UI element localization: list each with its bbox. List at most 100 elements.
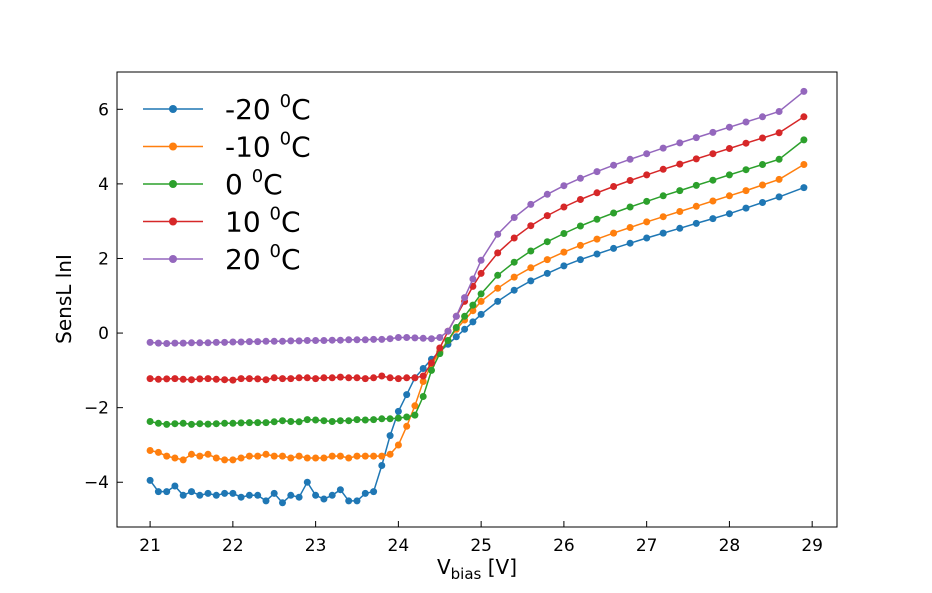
data-point [237, 338, 245, 346]
data-point [800, 136, 808, 144]
data-point [725, 192, 733, 200]
data-point [295, 452, 303, 460]
data-point [725, 210, 733, 218]
data-point [411, 334, 419, 342]
data-point [221, 489, 229, 497]
data-point [188, 376, 195, 384]
data-point [477, 297, 485, 305]
data-point [345, 374, 353, 382]
data-point [477, 310, 485, 318]
data-point [370, 416, 378, 424]
legend-label-superscript: 0 [280, 129, 291, 150]
legend-label-superscript: 0 [252, 166, 263, 187]
data-point [196, 452, 204, 460]
data-point [254, 452, 262, 460]
data-point [626, 177, 634, 184]
data-point [237, 493, 245, 501]
data-point [279, 499, 286, 507]
data-point [254, 375, 262, 383]
series-4 [146, 87, 808, 347]
y-tick-label: 0 [98, 324, 109, 344]
data-point [163, 452, 171, 460]
data-point [320, 495, 328, 503]
data-point [709, 197, 717, 205]
data-point [336, 486, 344, 494]
data-point [361, 416, 369, 424]
data-point [212, 420, 220, 428]
data-point [643, 197, 651, 205]
data-point [386, 415, 394, 423]
data-point [742, 139, 750, 147]
data-point [643, 234, 651, 242]
data-point [312, 454, 320, 462]
data-point [237, 454, 245, 462]
data-point [279, 452, 286, 460]
data-point [370, 488, 378, 496]
data-point [196, 375, 204, 383]
data-point [452, 333, 460, 341]
data-point [560, 230, 568, 237]
data-point [262, 450, 270, 458]
data-point [759, 113, 766, 121]
data-point [378, 372, 386, 380]
data-point [394, 414, 402, 422]
legend-marker [169, 105, 177, 113]
x-tick-label: 22 [222, 536, 244, 556]
data-point [775, 108, 783, 115]
legend-entry-3: 10 0C [143, 204, 301, 239]
data-point [560, 203, 568, 211]
data-point [419, 393, 427, 400]
data-point [303, 454, 311, 462]
data-point [411, 402, 419, 410]
data-point [262, 419, 270, 427]
data-point [800, 113, 808, 121]
data-point [659, 192, 667, 200]
data-point [428, 366, 435, 374]
data-point [254, 419, 262, 427]
data-point [626, 155, 634, 163]
data-point [494, 284, 502, 292]
data-point [775, 155, 783, 163]
data-point [576, 241, 584, 249]
data-point [221, 376, 229, 384]
data-point [146, 418, 154, 425]
data-point [312, 416, 320, 424]
x-axis-label-unit: [V] [481, 555, 517, 579]
data-point [146, 476, 154, 484]
data-point [204, 489, 212, 497]
y-axis-label: SensL lnI [52, 254, 76, 344]
data-point [576, 256, 584, 264]
data-point [610, 183, 618, 190]
data-point [510, 234, 518, 242]
data-point [237, 419, 245, 427]
data-point [303, 416, 311, 424]
legend-label-unit: C [291, 131, 311, 164]
data-point [212, 375, 220, 383]
data-point [279, 375, 286, 383]
data-point [709, 215, 717, 223]
data-point [659, 213, 667, 221]
data-point [336, 373, 344, 381]
data-point [775, 129, 783, 137]
data-point [270, 489, 278, 497]
data-point [245, 491, 253, 499]
data-point [643, 171, 651, 179]
data-point [171, 454, 179, 462]
data-point [287, 418, 295, 425]
data-point [593, 189, 601, 197]
data-point [461, 294, 469, 302]
y-tick-label: 4 [98, 175, 109, 195]
x-tick-label: 23 [305, 536, 327, 556]
data-point [742, 187, 750, 195]
data-point [196, 339, 204, 347]
plot-area-frame [116, 71, 838, 528]
data-point [328, 418, 336, 425]
data-point [494, 230, 502, 238]
data-point [643, 150, 651, 158]
data-point [394, 375, 402, 383]
data-point [262, 497, 270, 505]
data-point [353, 374, 361, 382]
series-2 [146, 136, 808, 428]
data-point [204, 420, 212, 428]
